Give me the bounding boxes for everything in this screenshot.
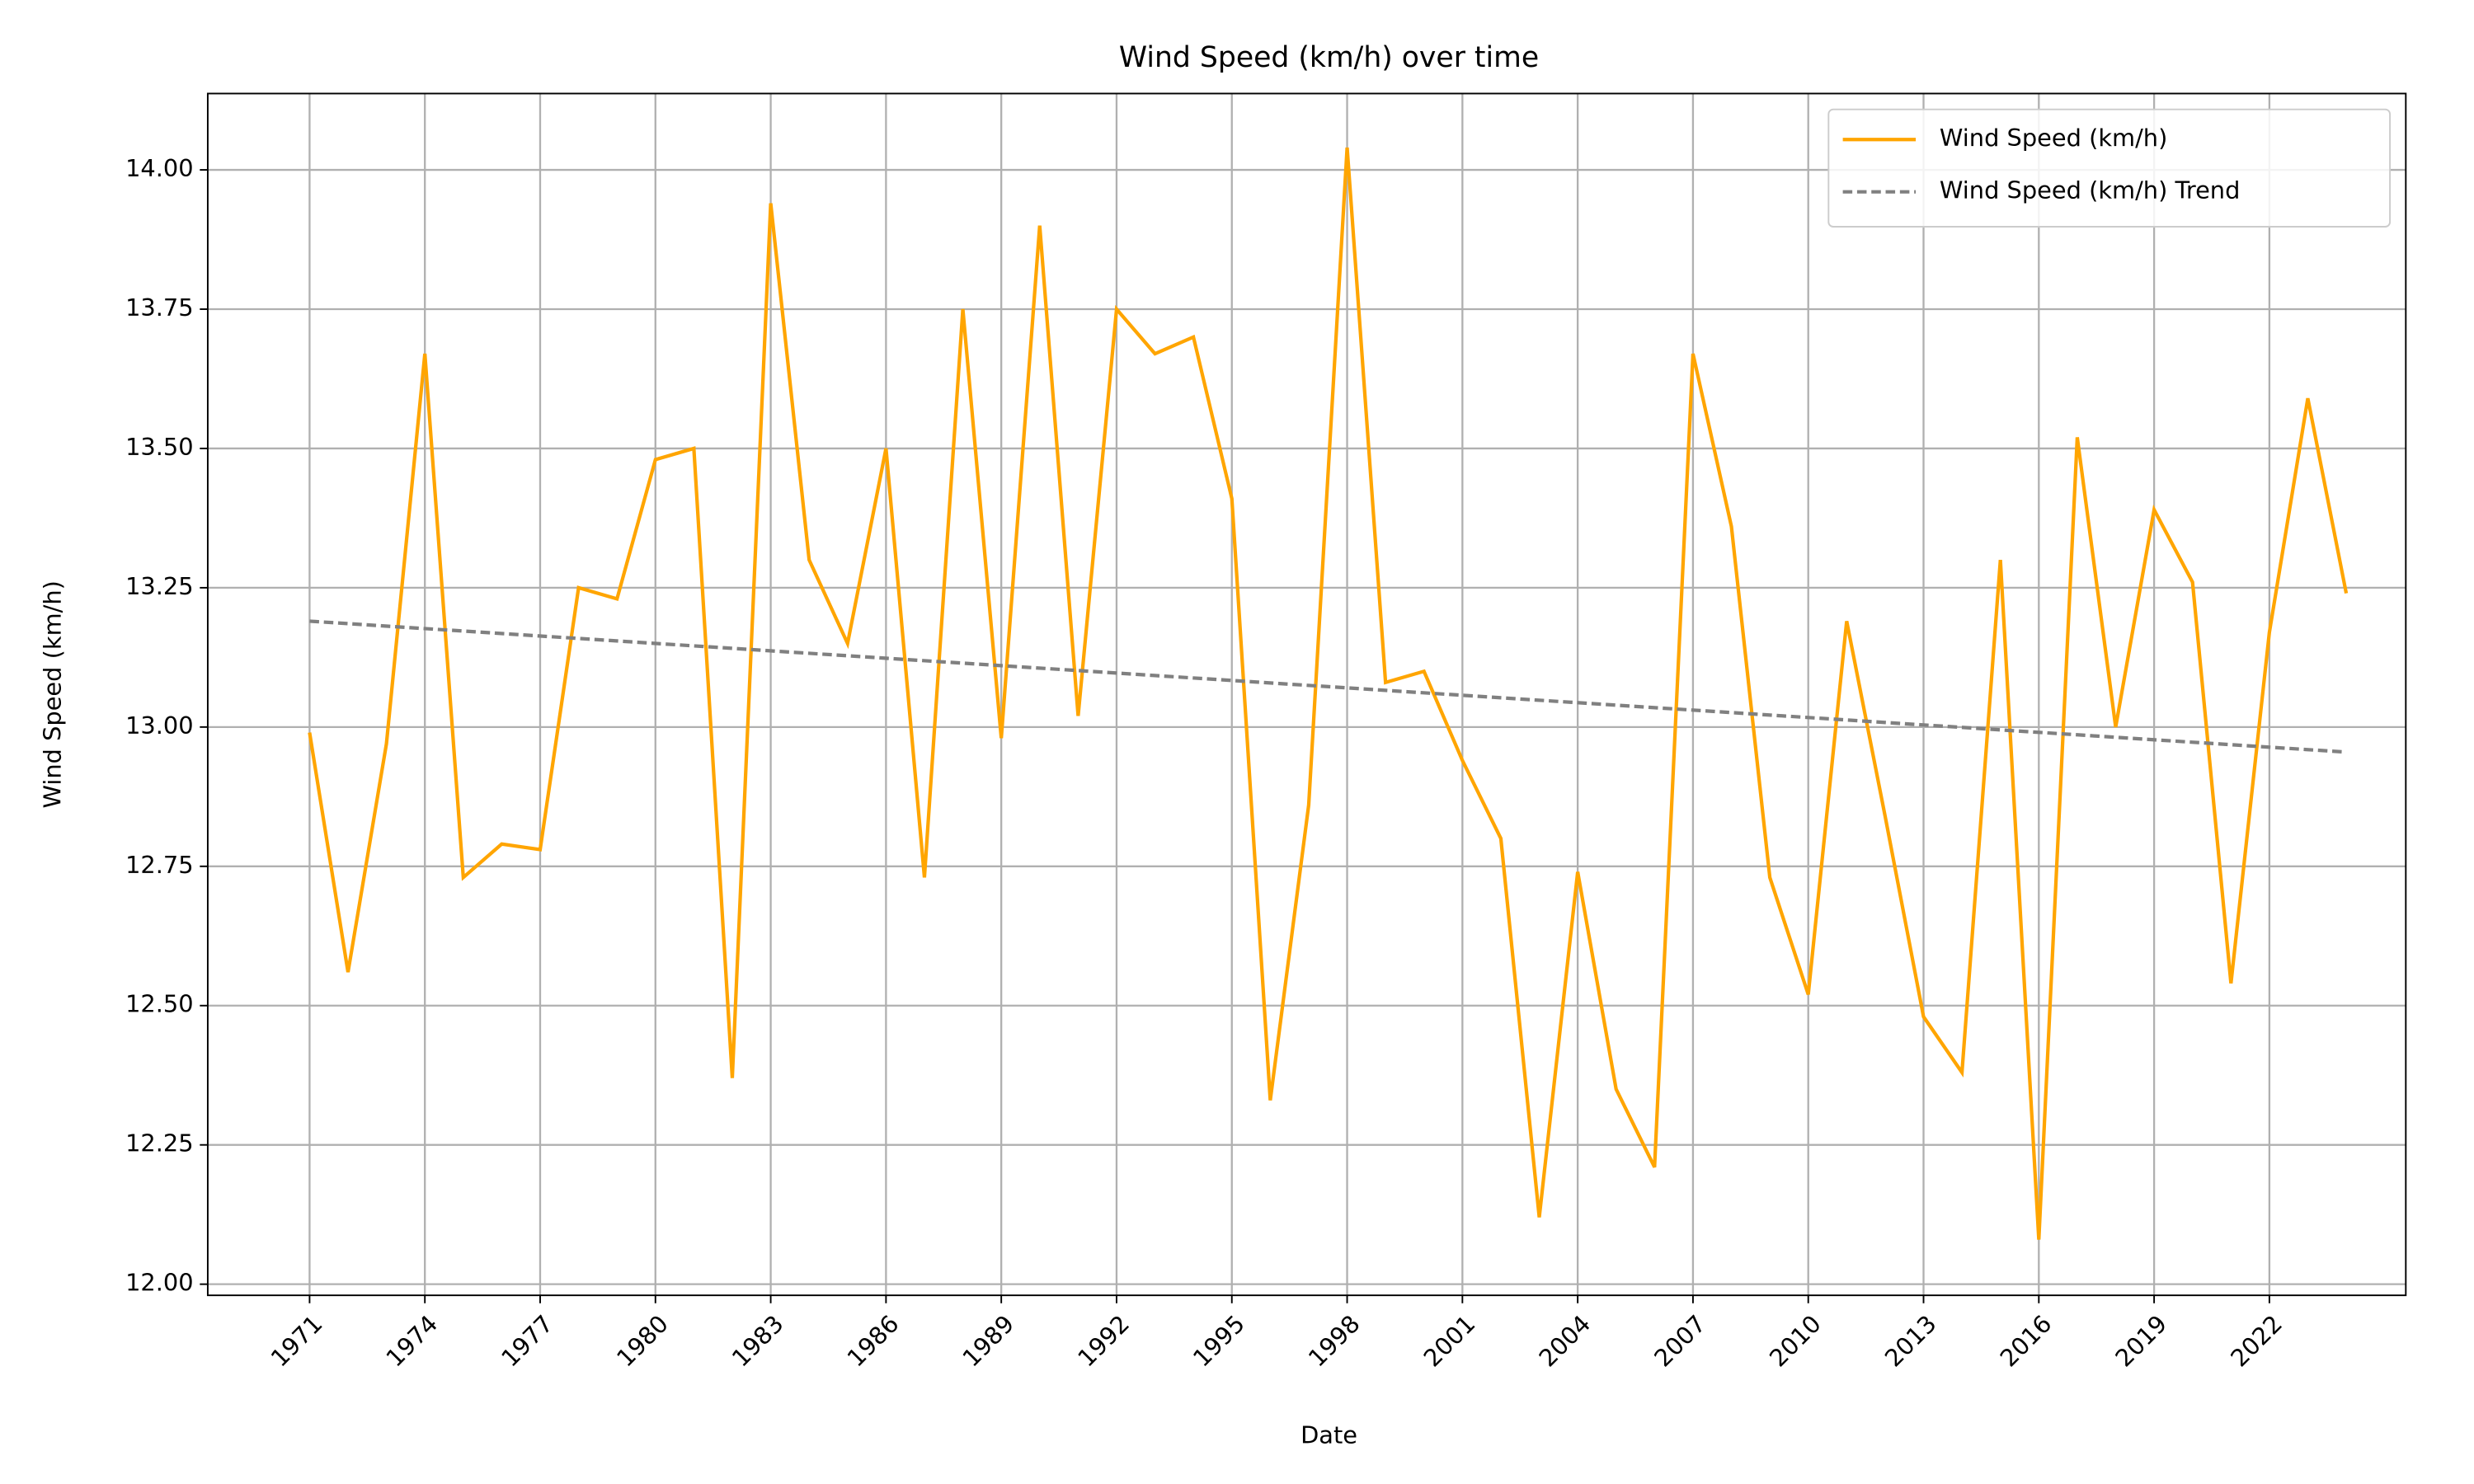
x-tick-label: 1992 <box>1072 1309 1135 1372</box>
x-tick-label: 1989 <box>957 1309 1019 1372</box>
y-tick-label: 12.25 <box>125 1129 194 1158</box>
data-line <box>308 147 2349 1240</box>
legend-label: Wind Speed (km/h) Trend <box>1940 176 2240 204</box>
y-tick-label: 14.00 <box>125 154 194 182</box>
legend-label: Wind Speed (km/h) <box>1940 124 2167 152</box>
x-tick-label: 1971 <box>266 1309 328 1372</box>
x-tick-label: 2004 <box>1533 1309 1596 1372</box>
x-tick-label: 1995 <box>1188 1309 1250 1372</box>
y-tick-label: 13.25 <box>125 572 194 600</box>
data-line <box>309 619 2347 754</box>
chart-title: Wind Speed (km/h) over time <box>1119 41 1539 74</box>
x-tick-label: 2013 <box>1879 1309 1942 1372</box>
y-axis-label: Wind Speed (km/h) <box>38 580 66 808</box>
y-tick-label: 12.00 <box>125 1269 194 1297</box>
y-tick-label: 12.75 <box>125 851 194 879</box>
x-tick-label: 1974 <box>380 1309 443 1372</box>
y-tick-label: 12.50 <box>125 990 194 1018</box>
x-tick-label: 1980 <box>611 1309 674 1372</box>
y-tick-label: 13.00 <box>125 711 194 740</box>
legend-box <box>1827 108 2392 228</box>
x-axis-label: Date <box>1300 1421 1357 1449</box>
x-tick-label: 2016 <box>1995 1309 2058 1372</box>
x-tick-label: 2010 <box>1764 1309 1827 1372</box>
y-tick-label: 13.75 <box>125 294 194 322</box>
plot-frame <box>206 92 2407 1297</box>
x-tick-label: 2022 <box>2225 1309 2288 1372</box>
x-tick-label: 1983 <box>727 1309 789 1372</box>
x-tick-label: 2019 <box>2109 1309 2172 1372</box>
x-tick-label: 2007 <box>1649 1309 1711 1372</box>
x-tick-label: 1998 <box>1303 1309 1366 1372</box>
y-tick-label: 13.50 <box>125 433 194 461</box>
x-tick-label: 1986 <box>842 1309 905 1372</box>
x-tick-label: 2001 <box>1418 1309 1481 1372</box>
x-tick-label: 1977 <box>496 1309 558 1372</box>
